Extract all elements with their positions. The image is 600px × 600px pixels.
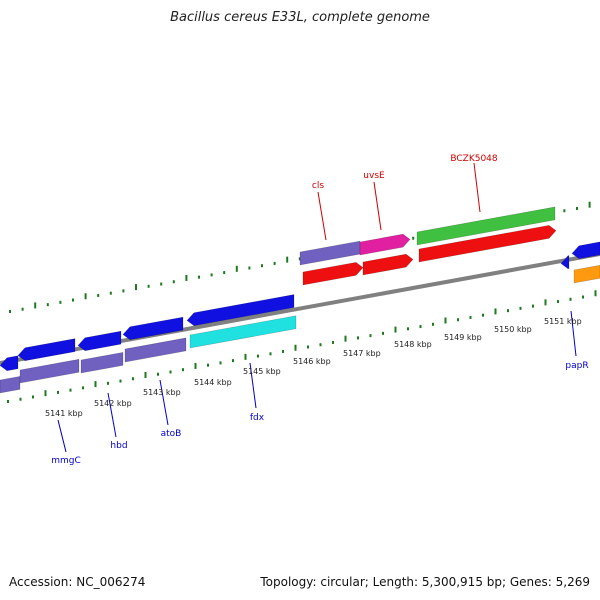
gene-arrow <box>77 330 122 352</box>
kbp-tick-label: 5147 kbp <box>343 349 381 358</box>
topology-text: Topology: circular; Length: 5,300,915 bp… <box>260 575 590 589</box>
gene-arrow <box>362 253 414 276</box>
leader-line <box>373 181 382 231</box>
kbp-tick-labels: 5141 kbp 5142 kbp 5143 kbp 5144 kbp 5145 kbp… <box>45 317 582 418</box>
gene-arrow <box>80 352 124 374</box>
gene-label-bottom: papR <box>565 361 588 371</box>
gene-labels: cls uvsE BCZK5048 mmgC hbd atoB fdx papR <box>51 154 588 466</box>
gene-arrow <box>416 206 556 246</box>
gene-label-top: uvsE <box>363 171 385 181</box>
gene-arrow <box>302 262 364 286</box>
gene-label-bottom: atoB <box>161 429 182 439</box>
leader-line <box>317 191 327 241</box>
gene-arrow <box>560 255 570 270</box>
gene-arrow <box>124 337 187 363</box>
label-leaders <box>57 162 577 453</box>
gene-arrow <box>359 233 411 256</box>
gene-label-bottom: hbd <box>110 441 127 451</box>
kbp-tick-label: 5141 kbp <box>45 409 83 418</box>
leader-line <box>249 362 257 409</box>
gene-arrow <box>186 294 295 327</box>
bottom-tick-marks <box>7 290 597 403</box>
gene-arrow <box>299 240 361 266</box>
kbp-tick-label: 5149 kbp <box>444 333 482 342</box>
kbp-tick-label: 5150 kbp <box>494 325 532 334</box>
kbp-tick-label: 5143 kbp <box>143 388 181 397</box>
gene-arrow <box>571 241 600 260</box>
leader-line <box>473 162 481 213</box>
kbp-tick-label: 5146 kbp <box>293 357 331 366</box>
gene-arrow <box>573 264 600 284</box>
leader-line <box>107 392 117 438</box>
gene-arrow <box>19 358 80 384</box>
gene-arrow <box>17 338 76 362</box>
kbp-tick-label: 5151 kbp <box>544 317 582 326</box>
gene-label-top: cls <box>312 181 324 191</box>
genome-title: Bacillus cereus E33L, complete genome <box>170 10 430 25</box>
gene-arrow <box>0 355 19 372</box>
kbp-tick-label: 5148 kbp <box>394 340 432 349</box>
gene-label-top: BCZK5048 <box>450 154 498 164</box>
gene-arrow <box>122 316 184 341</box>
leader-line <box>159 379 169 426</box>
kbp-tick-label: 5142 kbp <box>94 399 132 408</box>
kbp-tick-label: 5144 kbp <box>194 378 232 387</box>
gene-label-bottom: mmgC <box>51 456 81 466</box>
gene-arrow <box>189 315 297 349</box>
gene-arrow <box>0 376 21 394</box>
gene-label-bottom: fdx <box>250 413 265 423</box>
leader-line <box>570 310 577 357</box>
leader-line <box>57 419 67 453</box>
accession-text: Accession: NC_006274 <box>9 575 146 589</box>
gene-arrow <box>418 225 557 263</box>
kbp-tick-label: 5145 kbp <box>243 367 281 376</box>
gene-arrows <box>0 206 600 394</box>
